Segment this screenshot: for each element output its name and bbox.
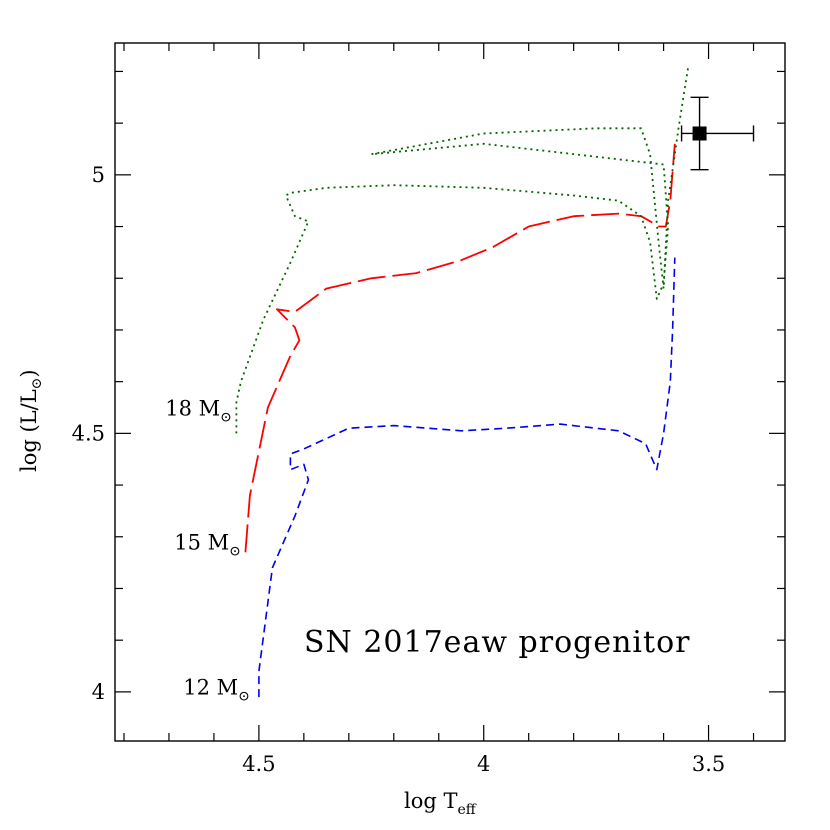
- track-label-2: 15 M⊙: [174, 531, 241, 560]
- track-label-text: 12 M: [183, 675, 238, 699]
- track-label-symbol: ⊙: [238, 688, 250, 704]
- track-label-3: 18 M⊙: [165, 396, 232, 425]
- y-tick-label: 4.5: [72, 421, 105, 445]
- track-line-1: [258, 257, 676, 698]
- y-axis-title-main: log (L/L: [17, 389, 41, 472]
- y-axis-title-close: ): [17, 369, 41, 377]
- evolutionary-tracks: [235, 66, 690, 698]
- tick-labels: 4.5 4 3.5 4 4.5 5: [72, 163, 726, 776]
- y-tick-label: 5: [92, 163, 105, 187]
- progenitor-marker: [680, 96, 755, 171]
- track-label-symbol: ⊙: [229, 544, 241, 560]
- progenitor-point: [692, 126, 707, 141]
- axis-ticks: [115, 43, 785, 741]
- x-tick-label: 4.5: [242, 752, 275, 776]
- track-labels: 12 M⊙15 M⊙18 M⊙: [165, 396, 250, 704]
- track-label-1: 12 M⊙: [183, 675, 250, 704]
- track-label-text: 15 M: [174, 531, 229, 555]
- y-axis-title: log (L/L⊙): [17, 369, 45, 472]
- x-axis-title-main: log T: [404, 789, 457, 813]
- x-tick-label: 4: [477, 752, 490, 776]
- y-axis-title-symbol: ⊙: [29, 378, 45, 390]
- annotation-label: SN 2017eaw progenitor: [304, 625, 690, 660]
- track-label-symbol: ⊙: [220, 409, 232, 425]
- track-label-text: 18 M: [165, 396, 220, 420]
- x-axis-title: log Teff: [404, 789, 477, 818]
- x-tick-label: 3.5: [692, 752, 725, 776]
- track-line-3: [235, 66, 690, 434]
- plot-frame: [114, 42, 786, 742]
- y-tick-label: 4: [92, 680, 105, 704]
- x-axis-title-subscript: eff: [457, 802, 476, 818]
- track-line-2: [244, 143, 676, 553]
